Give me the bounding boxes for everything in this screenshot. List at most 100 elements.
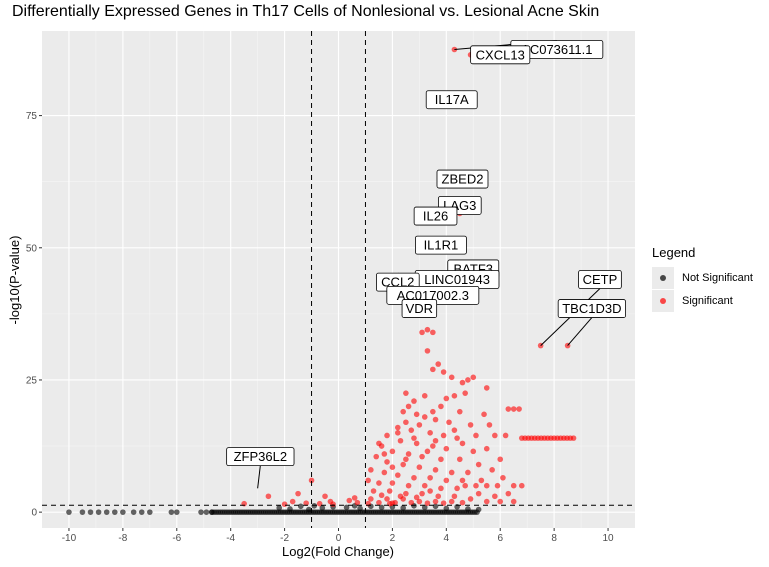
label-box [425,90,478,110]
label-text: TBC1D3D [562,301,621,316]
label-text: CETP [583,272,618,287]
point-significant [440,432,447,439]
point-significant [378,492,385,499]
point-not-significant [130,509,137,515]
point-significant [456,408,463,415]
axes: -10 -8 -6 -4 -2 0 2 4 6 8 10 0 25 50 75 [26,111,614,544]
point-significant [421,414,428,420]
legend-dot-icon [660,297,666,304]
label-text: AC073611.1 [521,42,592,57]
label-text: CXCL13 [476,47,525,62]
point-significant [424,348,431,354]
label-box [226,447,295,467]
point-significant [510,482,517,489]
point-significant [462,482,468,489]
gene-label-cxcl13: CXCL13 [470,45,531,65]
point-significant [505,490,512,497]
point-significant [405,482,412,489]
point-significant [448,374,455,381]
point-significant [446,419,452,426]
x-tick-label: 2 [390,533,396,544]
point-significant [440,369,447,375]
point-significant [376,499,382,506]
point-significant [483,498,490,505]
point-not-significant [66,509,72,515]
legend-key-significant [652,289,674,312]
point-not-significant [103,509,110,515]
label-text: AC017002.3 [397,288,469,303]
y-tick-label: 50 [26,243,38,254]
point-significant [473,432,479,439]
point-significant [405,403,412,410]
point-significant [430,329,436,336]
legend-label: Significant [682,294,733,307]
point-significant [497,456,504,463]
point-not-significant [138,509,145,515]
point-significant [443,395,450,402]
label-box [413,206,458,226]
point-significant [500,474,506,481]
point-significant [497,498,504,505]
point-significant [322,493,328,500]
point-not-significant [147,509,153,515]
point-significant [397,437,404,444]
gene-label-ac073611-1: AC073611.1 [454,40,604,59]
x-tick-label: -2 [280,533,289,544]
point-not-significant [343,504,350,511]
point-significant [462,390,468,396]
label-text: CCL2 [381,275,414,290]
point-not-significant [198,509,204,515]
point-significant [451,493,458,500]
gene-label-zbed2: ZBED2 [436,169,489,189]
point-significant [416,498,423,505]
legend-key-not-significant [652,266,674,289]
point-significant [405,451,412,457]
x-tick-label: 8 [551,533,557,544]
point-significant [370,488,377,494]
point-significant [384,459,390,465]
x-tick-label: 4 [444,533,450,544]
point-not-significant [173,509,180,515]
gene-label-il17a: IL17A [425,90,478,110]
x-tick-label: -8 [118,533,127,544]
point-significant [427,488,433,494]
point-significant [456,456,463,463]
label-text: VDR [406,301,433,316]
point-significant [427,430,433,436]
point-significant [435,493,442,500]
x-tick-label: 0 [336,533,342,544]
point-not-significant [203,509,210,515]
point-significant [421,393,428,399]
point-significant [435,361,442,367]
point-significant [481,411,487,418]
point-significant [303,500,309,506]
label-box [470,45,531,65]
gene-label-zfp36l2: ZFP36L2 [226,447,295,489]
point-significant [440,500,447,506]
point-significant [381,469,388,476]
point-significant [265,493,272,500]
legend-item-not-significant: Not Significant [652,266,753,289]
point-not-significant [79,509,86,515]
point-significant [381,451,388,457]
point-significant [411,435,417,441]
point-significant [368,467,374,473]
point-significant [483,385,490,391]
point-not-significant [474,509,480,515]
point-significant [483,482,490,489]
x-tick-label: -10 [62,533,77,544]
point-significant [427,474,433,481]
point-significant [459,440,466,447]
point-significant [400,408,406,415]
legend-item-significant: Significant [652,289,753,312]
gene-label-linc01943: LINC01943 [414,270,500,289]
threshold-lines [42,31,635,528]
point-significant [403,456,409,463]
point-significant [397,493,404,500]
point-significant [492,432,498,439]
label-box [415,235,467,255]
point-significant [432,416,439,423]
point-significant [470,448,477,455]
point-significant [467,496,474,502]
